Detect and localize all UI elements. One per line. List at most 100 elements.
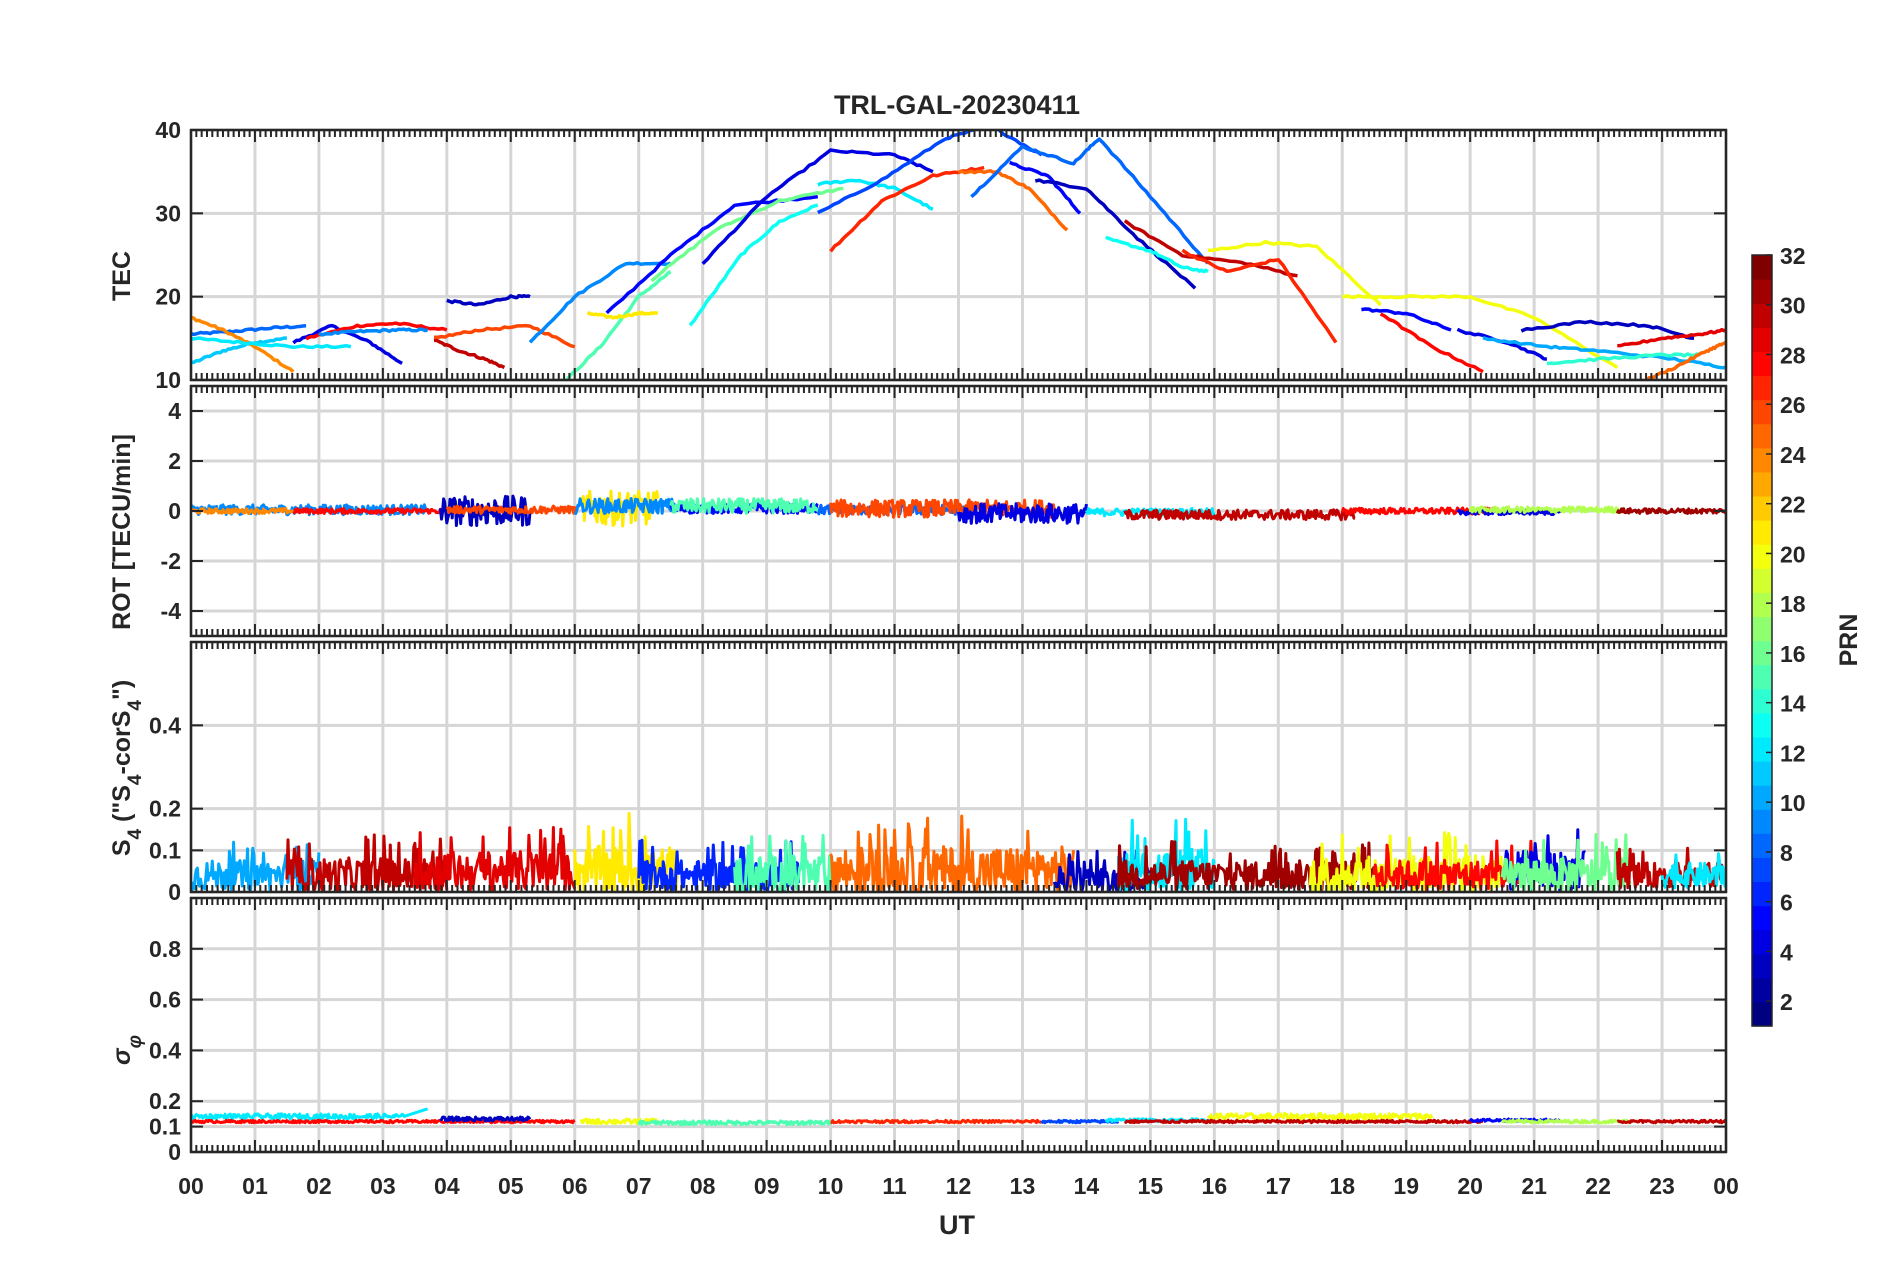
- series-line-prn-12: [191, 336, 352, 350]
- y-tick-label: 0.1: [149, 837, 181, 863]
- y-tick-label: 0.6: [149, 987, 181, 1013]
- series-line-prn-15: [669, 497, 819, 515]
- series-line-prn-11: [191, 336, 288, 365]
- series-line-prn-5: [1468, 1117, 1561, 1123]
- series-line-prn-4: [957, 502, 1088, 525]
- colorbar-band: [1752, 471, 1772, 497]
- colorbar-band: [1752, 495, 1772, 521]
- y-tick-label: -2: [161, 548, 181, 574]
- colorbar-band: [1752, 760, 1772, 786]
- x-tick-label: 21: [1521, 1173, 1547, 1199]
- series-line-prn-27: [830, 1118, 1043, 1125]
- colorbar-band: [1752, 785, 1772, 810]
- series-line-prn-30: [1123, 508, 1356, 522]
- colorbar-band: [1752, 520, 1772, 545]
- x-tick-label: 20: [1457, 1173, 1483, 1199]
- x-tick-label: 01: [242, 1173, 268, 1199]
- plot-frame: [189, 128, 1728, 382]
- series-line-prn-8: [191, 324, 307, 337]
- series-line-prn-12: [1660, 852, 1726, 890]
- plot-frame: [189, 896, 1728, 1154]
- colorbar-band: [1752, 953, 1772, 979]
- colorbar-band: [1752, 736, 1772, 762]
- colorbar-band: [1752, 255, 1772, 280]
- series-line-prn-27: [1181, 248, 1338, 344]
- chart-title: TRL-GAL-20230411: [834, 90, 1080, 120]
- colorbar-band: [1752, 447, 1772, 473]
- colorbar-tick-label: 32: [1780, 243, 1806, 269]
- series-line-prn-3: [439, 1115, 532, 1123]
- colorbar-tick-label: 26: [1780, 392, 1806, 418]
- y-tick-label: 0: [168, 879, 181, 905]
- colorbar-tick-label: 14: [1780, 691, 1806, 717]
- series-line-prn-20: [1341, 293, 1619, 369]
- colorbar-band: [1752, 712, 1772, 738]
- x-tick-label: 13: [1010, 1173, 1036, 1199]
- x-tick-label: 14: [1074, 1173, 1100, 1199]
- series-line-prn-12: [191, 1107, 429, 1121]
- colorbar-tick-label: 12: [1780, 740, 1806, 766]
- colorbar-tick-label: 10: [1780, 790, 1806, 816]
- series-line-prn-21: [586, 310, 659, 320]
- series-group: [191, 130, 1726, 380]
- x-tick-label: 04: [434, 1173, 460, 1199]
- x-axis-label: UT: [939, 1210, 975, 1240]
- series-line-prn-20: [1206, 1111, 1434, 1121]
- colorbar-band: [1752, 279, 1772, 304]
- colorbar-tick-label: 22: [1780, 492, 1806, 518]
- x-tick-label: 23: [1649, 1173, 1675, 1199]
- y-tick-label: 0.1: [149, 1114, 181, 1140]
- y-tick-label: 30: [155, 200, 181, 226]
- series-line-prn-5: [1361, 307, 1452, 332]
- series-line-prn-26: [434, 323, 576, 349]
- panel-rot: -4 -2 0 2 4 ROT [TECU/min]: [108, 384, 1728, 638]
- colorbar-band: [1752, 327, 1772, 352]
- y-tick-label: 10: [155, 367, 181, 393]
- series-line-prn-18: [1468, 505, 1626, 515]
- panel-tec: 10 20 30 40 TEC: [108, 117, 1728, 393]
- y-tick-label: 0.2: [149, 796, 181, 822]
- series-line-prn-24: [191, 507, 295, 515]
- colorbar-tick-label: 28: [1780, 342, 1806, 368]
- series-line-prn-25: [829, 814, 1076, 892]
- y-tick-label: 0.2: [149, 1088, 181, 1114]
- x-tick-label: 05: [498, 1173, 524, 1199]
- series-line-prn-3: [1034, 178, 1197, 290]
- series-line-prn-15: [564, 270, 672, 380]
- x-tick-label: 10: [818, 1173, 844, 1199]
- colorbar-tick-label: 8: [1780, 840, 1793, 866]
- series-line-prn-25: [957, 169, 1069, 232]
- series-line-prn-3: [1520, 319, 1695, 341]
- y-tick-label: 2: [168, 448, 181, 474]
- colorbar-band: [1752, 905, 1772, 931]
- colorbar-band: [1752, 688, 1772, 714]
- colorbar-label: PRN: [1835, 614, 1863, 667]
- series-line-prn-30: [1616, 1118, 1726, 1125]
- series-line-prn-13: [1105, 235, 1209, 274]
- x-tick-label: 16: [1202, 1173, 1228, 1199]
- y-tick-label: 0: [168, 1139, 181, 1165]
- colorbar-tick-label: 6: [1780, 890, 1793, 916]
- y-tick-label: -4: [161, 598, 182, 624]
- x-tick-label: 08: [690, 1173, 716, 1199]
- colorbar-frame: [1751, 254, 1773, 1027]
- series-line-prn-25: [1643, 340, 1726, 380]
- x-tick-label: 03: [370, 1173, 396, 1199]
- colorbar-band: [1752, 977, 1772, 1003]
- y-axis-label-rot: ROT [TECU/min]: [108, 434, 136, 630]
- colorbar-band: [1752, 640, 1772, 666]
- colorbar-band: [1752, 544, 1772, 569]
- colorbar-tick-label: 20: [1780, 541, 1806, 567]
- colorbar-band: [1752, 423, 1772, 449]
- colorbar-band: [1752, 809, 1772, 834]
- x-tick-label: 19: [1393, 1173, 1419, 1199]
- series-line-prn-24: [191, 315, 295, 374]
- series-line-prn-3: [446, 293, 531, 307]
- y-tick-label: 0.4: [149, 1037, 181, 1063]
- colorbar-band: [1752, 303, 1772, 328]
- series-line-prn-10: [1482, 336, 1726, 370]
- series-line-prn-16: [1500, 833, 1632, 892]
- colorbar-tick-label: 4: [1780, 939, 1793, 965]
